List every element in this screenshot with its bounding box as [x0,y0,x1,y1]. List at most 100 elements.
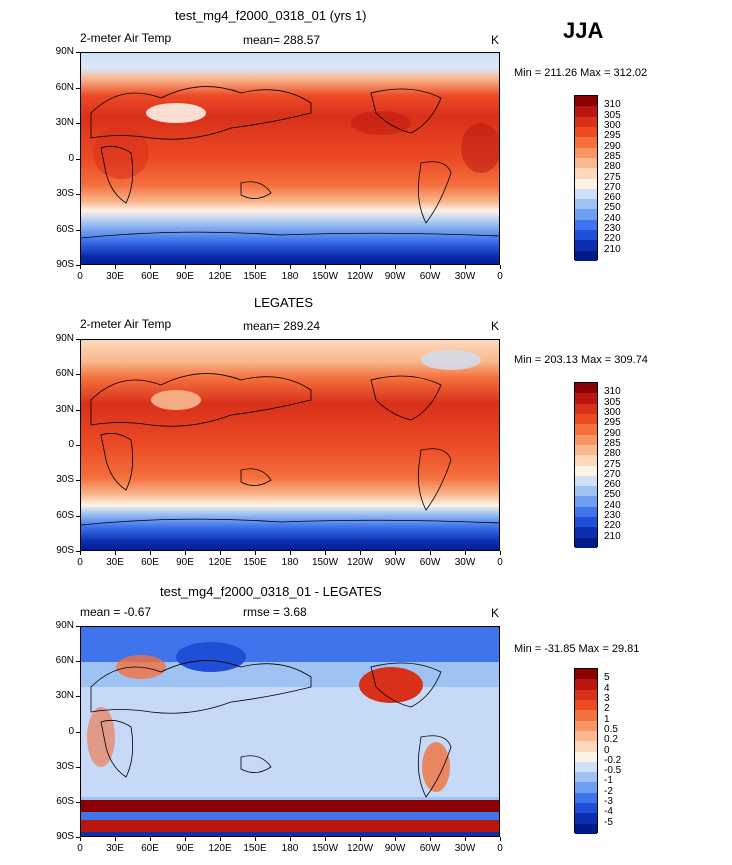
panel1-lon-tick [325,265,326,269]
panel1-lon-tick [150,265,151,269]
season-label: JJA [563,18,604,43]
colorbar-swatch [575,137,597,148]
colorbar-swatch [575,689,597,700]
panel1-lon-label: 120E [208,271,232,282]
colorbar-swatch [575,475,597,487]
colorbar-swatch [575,486,597,497]
panel3-lat-tick [76,626,80,627]
panel2-lon-tick [150,551,151,555]
colorbar-label: 280 [604,161,621,173]
panel1-lon-label: 180 [281,271,299,282]
panel3-lat-tick [76,696,80,698]
colorbar-label: 260 [604,192,621,204]
panel1-lat-label: 60N [55,81,74,93]
panel2-map [80,339,500,551]
panel1-lon-tick [360,265,361,269]
panel3-minmax: Min = -31.85 Max = 29.81 [514,643,640,655]
colorbar-swatch [575,772,597,783]
colorbar-swatch [575,710,597,721]
colorbar-label: 250 [604,489,621,501]
panel1-lon-label: 0 [77,271,83,282]
panel3-lat-label: 0 [68,725,74,737]
colorbar-swatch [575,106,597,117]
panel1-lon-tick [500,265,501,269]
panel2-lat-tick [76,409,80,411]
panel1-map-field [81,53,499,264]
panel2-lat-label: 90N [55,333,74,344]
panel1-title: test_mg4_f2000_0318_01 (yrs 1) [175,8,367,23]
colorbar-swatch [575,517,597,528]
panel3-lon-label: 60E [141,843,159,854]
colorbar-swatch [575,782,597,793]
panel1-minmax: Min = 211.26 Max = 312.02 [514,67,648,79]
panel1-lon-label: 150W [311,271,339,282]
panel2-lat-label: 0 [68,439,74,450]
colorbar-label: 3 [604,692,610,704]
colorbar-label: 285 [604,150,621,162]
panel3-lon-tick [500,837,501,841]
panel1-lat-label: 30N [55,117,74,128]
panel3-lat-label: 60S [56,795,74,807]
panel2-mean-label: mean= 289.24 [243,319,321,333]
panel3-lat-tick [76,801,80,803]
panel2-lon-tick [325,551,326,555]
colorbar-swatch [575,455,597,466]
panel3-mean-label: mean = -0.67 [80,605,152,619]
panel1-lon-tick [430,265,431,269]
panel1-lat-tick [76,52,80,53]
panel3-title: test_mg4_f2000_0318_01 - LEGATES [160,584,382,599]
panel1-lat-label: 30S [56,188,74,199]
colorbar-label: 2 [604,703,610,715]
colorbar-label: 220 [604,520,621,532]
panel3-lon-label: 30W [454,843,476,854]
panel1-lat-tick [76,123,80,124]
panel1-lon-tick [185,265,186,269]
panel3-map-field [81,627,499,836]
panel2-lat-tick [76,339,80,340]
colorbar-label: 290 [604,427,621,439]
panel2-lon-tick [290,551,291,555]
panel1-lon-tick [395,265,396,269]
panel3-lon-label: 150E [243,843,267,854]
colorbar-swatch [575,199,597,210]
panel3-lon-tick [115,837,116,841]
colorbar-label: -2 [604,785,613,797]
colorbar-label: 270 [604,468,621,480]
colorbar-label: 300 [604,119,621,131]
panel3-lon-tick [325,837,326,841]
panel3-lon-tick [290,837,291,841]
panel2-lon-tick [465,551,466,555]
panel2-lon-tick [430,551,431,555]
panel2-lon-label: 120W [346,557,374,568]
panel1-colorbar [574,95,598,261]
panel2-lon-tick [115,551,116,555]
colorbar-swatch [575,730,597,742]
colorbar-label: 0 [604,744,610,756]
colorbar-swatch [575,679,597,690]
panel1-lat-tick [76,87,80,89]
panel3-lon-label: 30E [106,843,124,854]
panel2-lon-label: 90W [384,557,406,568]
panel3-lon-label: 120W [346,843,374,854]
panel2-lat-tick [76,551,80,552]
panel2-lat-tick [76,374,80,376]
panel2-lon-tick [360,551,361,555]
panel1-lon-label: 90E [176,271,194,282]
colorbar-label: -0.5 [604,765,622,777]
panel2-title: LEGATES [254,295,314,310]
colorbar-label: 210 [604,243,621,255]
colorbar-swatch [575,527,597,538]
colorbar-swatch [575,699,597,711]
colorbar-swatch [575,230,597,241]
panel2-lon-label: 30W [454,557,476,568]
panel2-lon-tick [395,551,396,555]
colorbar-swatch [575,761,597,773]
panel2-lon-tick [80,551,81,555]
panel1-lat-label: 90N [55,46,74,57]
panel3-lon-label: 120E [208,843,232,854]
colorbar-swatch [575,506,597,518]
panel1-map [80,52,500,265]
colorbar-swatch [575,209,597,220]
colorbar-swatch [575,413,597,425]
panel1-lon-label: 150E [243,271,267,282]
